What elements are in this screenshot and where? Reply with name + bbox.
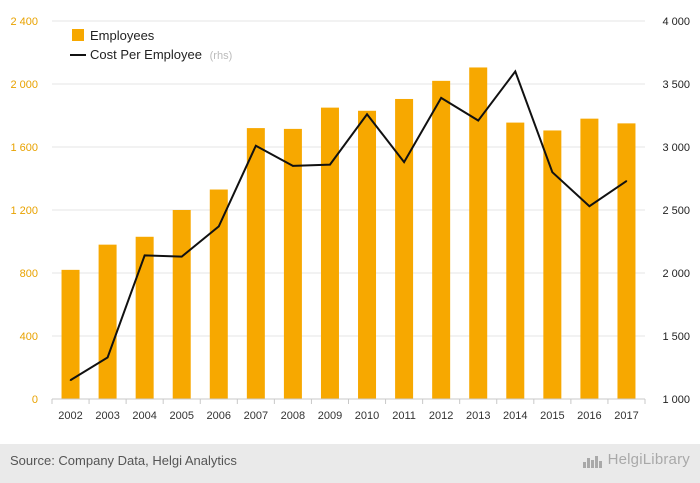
bar-employees (172, 210, 191, 399)
point-cost-per-employee (180, 255, 183, 258)
bar-employees (61, 269, 80, 399)
y-right-tick-label: 3 500 (662, 79, 690, 91)
x-tick-label: 2009 (318, 410, 342, 422)
point-cost-per-employee (69, 379, 72, 381)
point-cost-per-employee (588, 205, 591, 208)
x-tick-label: 2003 (95, 410, 119, 422)
y-right-tick-label: 1 500 (662, 331, 690, 343)
bar-employees (469, 67, 488, 400)
point-cost-per-employee (366, 113, 368, 116)
x-tick-label: 2015 (540, 410, 564, 422)
x-tick-label: 2004 (132, 410, 156, 422)
cost-per-employee-line (69, 69, 628, 381)
point-cost-per-employee (143, 254, 146, 257)
legend-label-cost-per-employee: Cost Per Employee (rhs) (90, 47, 232, 62)
bar-employees (246, 128, 265, 399)
bar-employees (135, 236, 154, 399)
line-cost-per-employee (70, 69, 628, 381)
bar-employees (283, 128, 302, 399)
legend-label-employees: Employees (90, 28, 155, 43)
source-text: Source: Company Data, Helgi Analytics (10, 453, 237, 468)
y-right-tick-label: 4 000 (662, 16, 690, 28)
x-tick-label: 2012 (429, 410, 453, 422)
point-cost-per-employee (217, 225, 220, 228)
legend: Employees Cost Per Employee (rhs) (70, 28, 232, 62)
legend-label-rhs: (rhs) (210, 50, 233, 62)
point-cost-per-employee (625, 180, 628, 182)
bar-employees (358, 110, 377, 400)
legend-swatch-employees (72, 29, 84, 41)
y-right-tick-label: 3 000 (662, 142, 690, 154)
y-right-tick-label: 2 000 (662, 268, 690, 280)
bar-employees (209, 189, 228, 399)
point-cost-per-employee (292, 165, 294, 167)
y-left-tick-label: 2 000 (10, 79, 38, 91)
x-tick-label: 2005 (169, 410, 193, 422)
bar-employees (506, 122, 525, 400)
y-left-tick-label: 2 400 (10, 16, 38, 28)
brand-text: HelgiLibrary (607, 451, 690, 468)
employees-bars (61, 67, 636, 400)
bar-employees (395, 98, 414, 400)
bar-employees (617, 123, 636, 399)
bar-employees (543, 130, 562, 399)
point-cost-per-employee (106, 356, 109, 359)
x-tick-label: 2008 (281, 410, 305, 422)
y-left-tick-label: 400 (20, 331, 38, 343)
x-tick-label: 2014 (503, 410, 527, 422)
x-tick-label: 2010 (355, 410, 379, 422)
axes: 0 1 000 400 1 500 800 2 000 1 200 2 500 1 600 3 0… (10, 16, 690, 422)
point-cost-per-employee (440, 97, 442, 99)
point-cost-per-employee (551, 171, 554, 173)
y-right-tick-label: 1 000 (662, 394, 690, 406)
y-left-tick-label: 1 600 (10, 142, 38, 154)
y-left-tick-label: 800 (20, 268, 38, 280)
point-cost-per-employee (255, 144, 257, 147)
point-cost-per-employee (329, 163, 331, 166)
chart-canvas: 0 1 000 400 1 500 800 2 000 1 200 2 500 1 600 3 0… (10, 16, 690, 422)
bar-employees (580, 118, 599, 400)
footer: Source: Company Data, Helgi Analytics He… (0, 444, 700, 483)
library-icon (582, 455, 602, 468)
bar-employees (432, 80, 451, 399)
legend-label-cost-text: Cost Per Employee (90, 47, 202, 62)
x-tick-label: 2002 (58, 410, 82, 422)
bar-employees (320, 107, 339, 399)
y-left-tick-label: 0 (32, 394, 38, 406)
y-right-tick-label: 2 500 (662, 205, 690, 217)
x-tick-label: 2016 (577, 410, 601, 422)
point-cost-per-employee (514, 70, 517, 73)
y-left-tick-label: 1 200 (10, 205, 38, 217)
brand-logo[interactable]: HelgiLibrary (582, 451, 690, 468)
point-cost-per-employee (477, 119, 480, 122)
x-tick-label: 2007 (244, 410, 268, 422)
point-cost-per-employee (403, 161, 405, 163)
x-tick-label: 2013 (466, 410, 490, 422)
x-tick-label: 2006 (207, 410, 231, 422)
bar-employees (98, 244, 117, 399)
x-tick-label: 2011 (392, 410, 416, 422)
x-tick-label: 2017 (614, 410, 638, 422)
